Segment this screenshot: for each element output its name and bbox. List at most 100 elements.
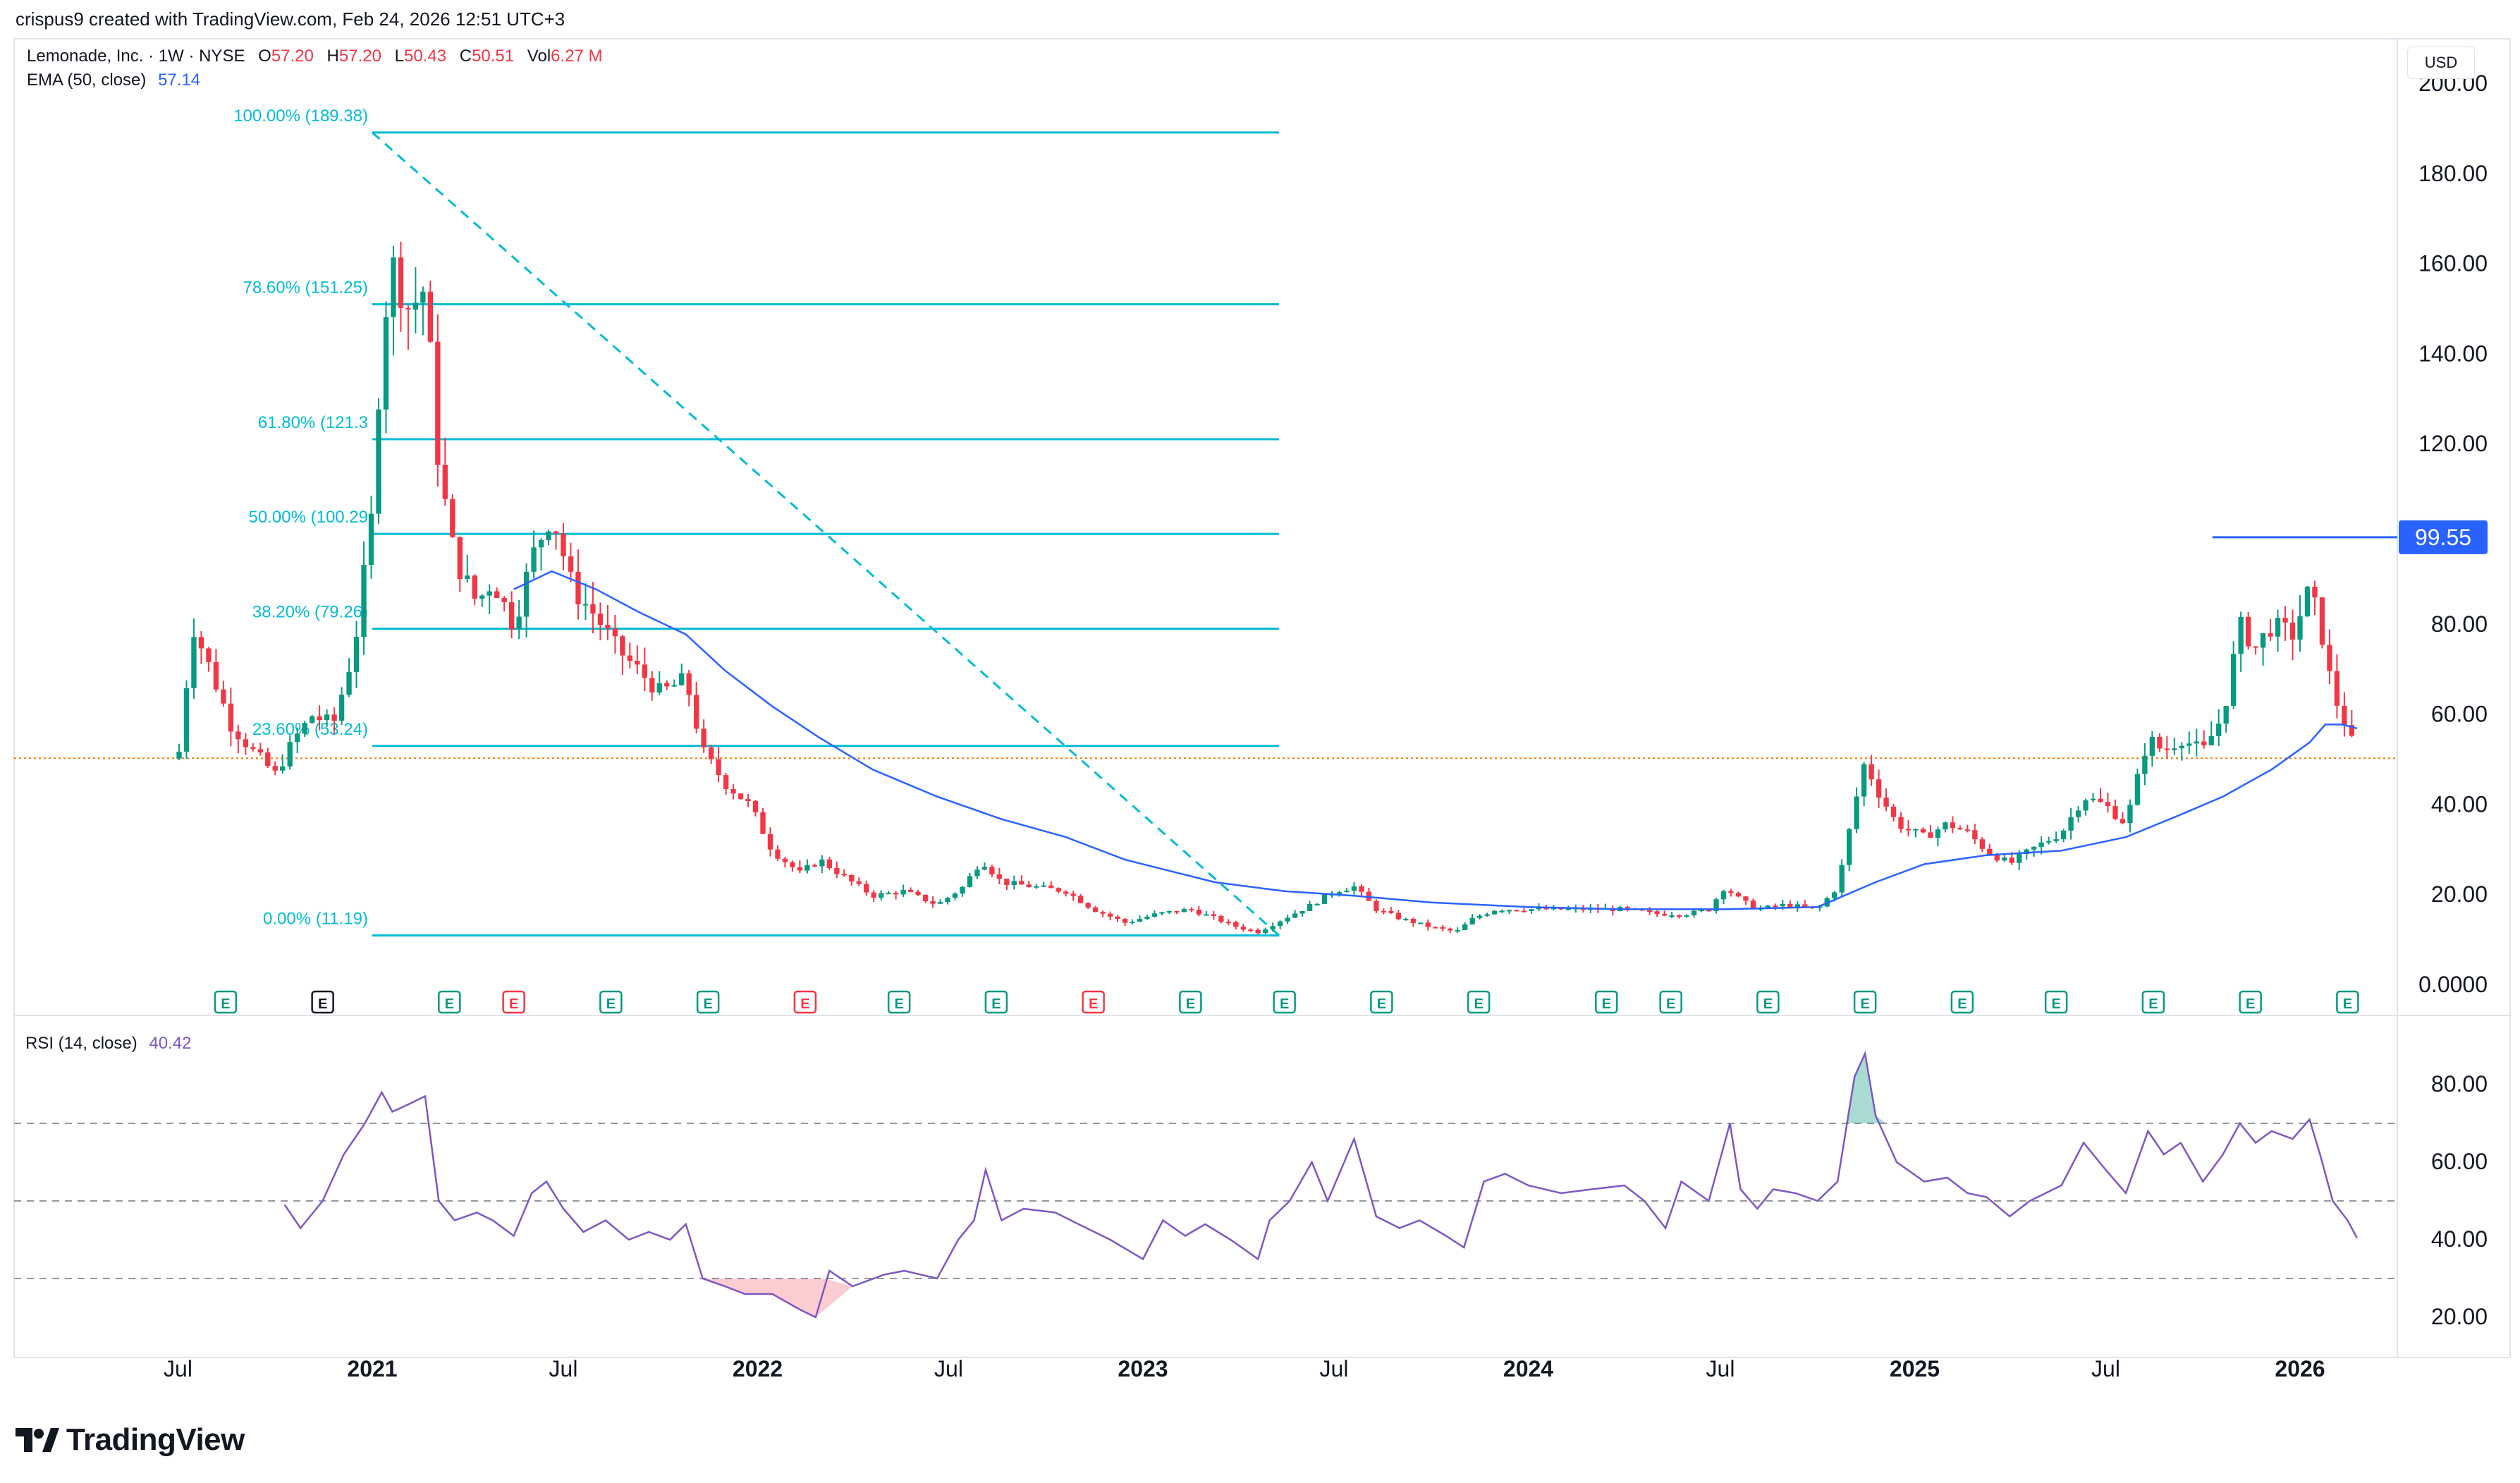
candle-body [1684, 915, 1689, 917]
candle-body [1854, 796, 1859, 829]
candle-body [635, 661, 640, 665]
candle-body [1189, 909, 1194, 911]
ema-legend[interactable]: EMA (50, close) 57.14 [27, 71, 200, 90]
candle-body [871, 892, 876, 898]
tradingview-logo[interactable]: TradingView [16, 1419, 245, 1461]
candle-body [1706, 910, 1712, 912]
candle-body [2327, 645, 2332, 671]
candle-body [2245, 616, 2251, 647]
candle-body [1321, 894, 1328, 904]
candle-body [568, 556, 574, 572]
earnings-marker [1273, 990, 1296, 1014]
candle-body [1285, 917, 1290, 922]
price-marker-badge [2399, 520, 2488, 554]
candle-body [841, 874, 847, 876]
candle-body [324, 714, 330, 721]
symbol-legend[interactable]: Lemonade, Inc. · 1W · NYSE O57.20 H57.20… [27, 47, 603, 66]
candle-body [250, 747, 256, 750]
candle-body [1928, 832, 1933, 838]
candle-body [1425, 922, 1431, 927]
candle-body [2031, 846, 2037, 850]
candle-body [886, 893, 891, 895]
earnings-marker [1595, 990, 1618, 1014]
candle-body [767, 834, 773, 850]
candle-body [1728, 891, 1734, 893]
candle-body [2090, 798, 2096, 800]
candle-body [243, 739, 248, 747]
candle-body [1521, 910, 1527, 913]
candle-body [2238, 616, 2244, 654]
rsi-label: RSI (14, close) [25, 1034, 137, 1053]
candle-body [1299, 910, 1305, 914]
candle-body [1277, 921, 1283, 927]
candle-body [1440, 927, 1445, 929]
earnings-marker-label: E [894, 996, 903, 1012]
candle-body [2060, 830, 2067, 840]
candle-body [1994, 854, 2000, 861]
fib-level-label: 100.00% (189.38) [233, 106, 368, 126]
candle-body [1388, 910, 1394, 913]
candle-body [2053, 839, 2059, 841]
candle-body [198, 637, 204, 649]
candle-body [1943, 822, 1948, 830]
candle-body [206, 648, 212, 662]
earnings-marker-label: E [800, 996, 809, 1012]
candle-body [420, 291, 426, 303]
earnings-marker-label: E [2246, 996, 2255, 1012]
candle-body [945, 898, 950, 903]
time-axis-label: 2021 [347, 1356, 397, 1381]
candle-body [2297, 616, 2303, 640]
candle-body [1056, 888, 1061, 892]
candle-body [656, 683, 662, 692]
earnings-marker [1950, 990, 1974, 1014]
rsi-axis-label: 40.00 [2431, 1226, 2488, 1252]
candle-body [989, 867, 995, 874]
candle-layer [176, 241, 2355, 934]
candle-body [465, 575, 470, 580]
symbol-label: Lemonade, Inc. · 1W · NYSE [27, 47, 245, 66]
time-axis-label: 2026 [2275, 1356, 2325, 1381]
candle-body [1491, 910, 1498, 915]
candle-body [2142, 755, 2148, 774]
candle-body [1735, 893, 1742, 897]
candle-body [1218, 915, 1224, 922]
candle-body [686, 673, 692, 695]
price-axis-label: 60.00 [2431, 702, 2488, 727]
rsi-legend[interactable]: RSI (14, close) 40.42 [25, 1034, 191, 1054]
grid-layer [13, 38, 2511, 1358]
price-axis-label: 40.00 [2431, 791, 2488, 817]
rsi-axis-label: 20.00 [2431, 1304, 2488, 1329]
price-axis-label: 140.00 [2418, 341, 2488, 366]
candle-body [1307, 903, 1313, 911]
earnings-marker-label: E [1474, 996, 1483, 1012]
candle-body [516, 616, 522, 630]
candle-body [930, 901, 936, 904]
candle-body [1395, 913, 1402, 920]
candle-body [412, 303, 419, 310]
candle-body [272, 766, 278, 771]
candle-body [2289, 622, 2296, 640]
fib-level-label: 61.80% (121.3 [258, 413, 368, 432]
candle-body [693, 695, 699, 729]
candle-body [1433, 927, 1438, 929]
candle-body [2112, 806, 2118, 819]
candle-body [2134, 774, 2141, 805]
candle-body [671, 685, 677, 687]
candle-body [2105, 802, 2111, 807]
candle-body [1204, 914, 1209, 916]
candle-body [1817, 906, 1823, 908]
candle-body [338, 695, 345, 721]
candle-body [2208, 736, 2214, 745]
candle-body [302, 723, 307, 734]
fib-level-label: 0.00% (11.19) [263, 909, 368, 928]
fib-level-label: 38.20% (79.26) [252, 603, 368, 622]
candle-body [1233, 922, 1239, 927]
candle-body [1868, 764, 1874, 780]
earnings-marker-label: E [2343, 996, 2352, 1012]
earnings-marker [1853, 990, 1877, 1014]
candle-body [236, 731, 241, 740]
candle-body [1019, 881, 1024, 885]
candle-body [1890, 806, 1897, 817]
candle-body [1314, 903, 1320, 905]
currency-button[interactable]: USD [2407, 47, 2475, 79]
